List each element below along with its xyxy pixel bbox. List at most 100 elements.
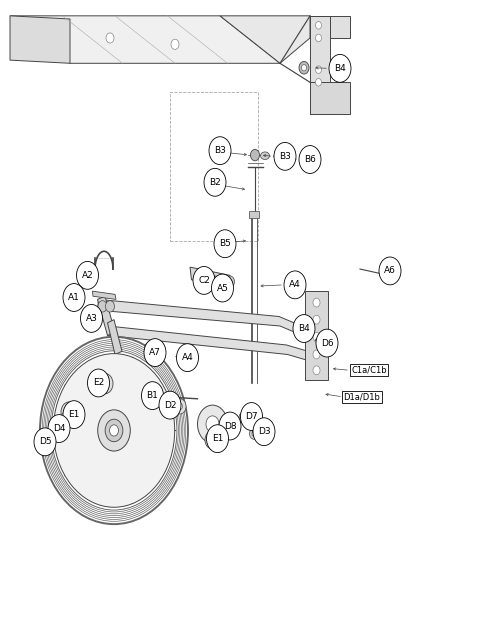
Bar [249, 211, 259, 218]
Text: D6: D6 [320, 339, 334, 348]
Circle shape [239, 412, 248, 423]
Circle shape [222, 423, 230, 434]
Circle shape [379, 257, 401, 285]
Text: B3: B3 [279, 152, 291, 161]
Text: D1a/D1b: D1a/D1b [344, 392, 380, 401]
Circle shape [66, 408, 72, 417]
Polygon shape [220, 16, 310, 63]
Circle shape [204, 168, 226, 196]
Circle shape [76, 261, 98, 289]
Text: C2: C2 [198, 276, 210, 285]
Text: A2: A2 [82, 271, 94, 280]
Text: A7: A7 [149, 348, 161, 357]
Circle shape [54, 354, 174, 507]
Circle shape [34, 428, 56, 456]
Text: A4: A4 [182, 353, 194, 362]
Polygon shape [92, 291, 116, 299]
Circle shape [63, 284, 85, 311]
Text: D7: D7 [245, 412, 258, 421]
Text: B5: B5 [219, 239, 231, 248]
Circle shape [97, 373, 113, 394]
Circle shape [313, 366, 320, 375]
Text: B6: B6 [304, 155, 316, 164]
Circle shape [302, 65, 306, 71]
Polygon shape [310, 16, 350, 38]
Polygon shape [98, 299, 310, 339]
Circle shape [224, 426, 228, 431]
Circle shape [252, 431, 256, 436]
Text: D8: D8 [224, 422, 236, 430]
Circle shape [213, 279, 217, 284]
Circle shape [209, 436, 215, 444]
Circle shape [142, 382, 164, 410]
Circle shape [250, 149, 260, 161]
Circle shape [220, 279, 224, 284]
Polygon shape [190, 267, 232, 288]
Circle shape [144, 339, 166, 367]
Circle shape [253, 418, 275, 446]
Circle shape [316, 34, 322, 42]
Circle shape [250, 428, 258, 439]
Polygon shape [310, 82, 350, 114]
Circle shape [98, 410, 130, 451]
Text: A1: A1 [68, 293, 80, 302]
Text: E1: E1 [68, 410, 80, 419]
Circle shape [38, 432, 50, 448]
Circle shape [242, 415, 246, 420]
Text: D3: D3 [258, 427, 270, 436]
Circle shape [313, 298, 320, 307]
Text: E1: E1 [212, 434, 223, 443]
Polygon shape [10, 16, 70, 63]
Text: A3: A3 [86, 314, 98, 323]
Polygon shape [305, 291, 328, 380]
Circle shape [61, 402, 77, 422]
Text: B4: B4 [298, 324, 310, 333]
Text: B2: B2 [209, 178, 221, 187]
Circle shape [219, 412, 241, 440]
Circle shape [110, 425, 118, 436]
Circle shape [316, 78, 322, 86]
Circle shape [210, 276, 220, 287]
Text: A6: A6 [384, 266, 396, 275]
Circle shape [42, 437, 46, 442]
Circle shape [316, 22, 322, 29]
Circle shape [209, 137, 231, 165]
Circle shape [388, 270, 398, 283]
Circle shape [102, 379, 108, 388]
Text: E2: E2 [93, 379, 104, 387]
Circle shape [226, 276, 234, 287]
Text: B3: B3 [214, 146, 226, 155]
Circle shape [218, 276, 227, 287]
Text: D2: D2 [164, 401, 176, 410]
Text: B4: B4 [334, 64, 346, 73]
Polygon shape [310, 16, 330, 114]
Circle shape [212, 274, 234, 302]
Text: D4: D4 [53, 424, 65, 433]
Circle shape [284, 271, 306, 299]
Bar [170, 92, 258, 241]
Circle shape [299, 61, 309, 74]
Circle shape [150, 391, 160, 402]
Circle shape [313, 350, 320, 359]
Circle shape [240, 403, 262, 430]
Text: A5: A5 [216, 284, 228, 292]
Text: B1: B1 [146, 391, 158, 400]
Circle shape [88, 369, 110, 397]
Circle shape [98, 301, 107, 312]
Circle shape [316, 329, 338, 357]
Ellipse shape [380, 272, 390, 278]
Circle shape [171, 39, 179, 49]
Circle shape [313, 315, 320, 324]
Circle shape [144, 342, 154, 354]
Circle shape [313, 332, 320, 341]
Circle shape [198, 405, 228, 443]
Circle shape [176, 344, 199, 372]
Circle shape [174, 399, 186, 414]
Circle shape [159, 391, 181, 419]
Circle shape [54, 423, 59, 430]
Circle shape [50, 418, 63, 435]
Polygon shape [108, 326, 320, 364]
Circle shape [48, 415, 70, 442]
Circle shape [80, 304, 102, 332]
Circle shape [274, 142, 296, 170]
